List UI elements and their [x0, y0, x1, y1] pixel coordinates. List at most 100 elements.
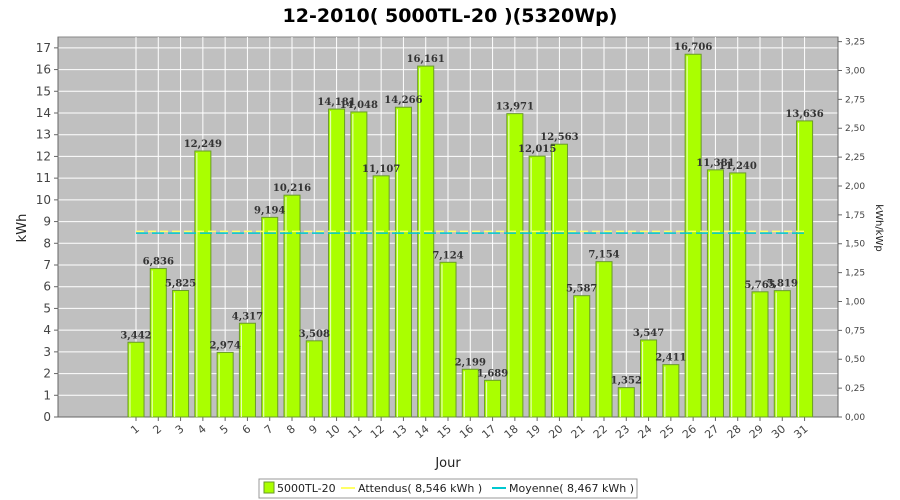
y-tick-label: 10 — [36, 193, 51, 207]
x-tick-label: 30 — [769, 422, 788, 441]
data-label: 12,015 — [518, 144, 556, 155]
x-axis: 1 2 3 4 5 6 7 8 9 10 11 12 13 14 15 16 17 18 19 20 21 22 23 24 2… — [58, 416, 838, 441]
data-label: 3,508 — [299, 329, 330, 340]
bar — [640, 339, 658, 418]
y2-tick-label: 3,25 — [845, 38, 865, 48]
legend-label-moyenne: Moyenne( 8,467 kWh ) — [509, 482, 634, 495]
x-tick-label: 19 — [524, 422, 543, 441]
data-label: 16,706 — [674, 42, 712, 53]
bar — [439, 261, 457, 418]
bar — [305, 340, 323, 418]
data-label: 9,194 — [254, 205, 285, 216]
data-label: 1,689 — [477, 368, 508, 379]
y-tick-label: 5 — [43, 301, 51, 315]
y-tick-label: 8 — [43, 236, 51, 250]
x-tick-label: 5 — [217, 422, 231, 436]
bar — [417, 65, 435, 418]
bar — [194, 150, 212, 418]
legend-swatch-bar — [263, 481, 275, 494]
data-label: 5,825 — [165, 279, 196, 290]
y-tick-label: 1 — [43, 388, 51, 402]
x-tick-label: 23 — [613, 422, 632, 441]
y-tick-label: 12 — [36, 149, 51, 163]
y2-tick-label: 2,25 — [845, 153, 865, 163]
x-tick-label: 9 — [306, 422, 320, 436]
bar — [573, 295, 591, 418]
x-tick-label: 14 — [413, 422, 432, 441]
data-label: 13,971 — [496, 102, 534, 113]
y-axis-label: kWh — [15, 214, 30, 243]
y-tick-label: 17 — [36, 41, 51, 55]
data-label: 3,547 — [633, 328, 664, 339]
legend-box — [258, 478, 638, 499]
data-label: 14,266 — [384, 95, 422, 106]
y2-tick-label: 2,75 — [845, 95, 865, 105]
x-tick-label: 4 — [195, 422, 209, 436]
x-tick-label: 2 — [150, 422, 164, 436]
x-tick-label: 18 — [502, 422, 521, 441]
y-tick-label: 16 — [36, 63, 51, 77]
x-tick-label: 13 — [390, 422, 409, 441]
data-label: 11,107 — [362, 164, 400, 175]
y2-axis-label: kWh/kWp — [873, 204, 884, 251]
x-tick-label: 15 — [435, 422, 454, 441]
data-label: 14,048 — [340, 100, 378, 111]
y2-axis: 0,00 0,25 0,50 0,75 1,00 1,25 1,50 1,75 2,00 2,25… — [837, 37, 865, 423]
bar — [729, 172, 747, 418]
data-label: 5,587 — [566, 284, 597, 295]
y2-tick-label: 3,00 — [845, 66, 865, 76]
bar — [528, 155, 546, 418]
y2-tick-label: 0,00 — [845, 413, 865, 423]
x-tick-label: 25 — [658, 422, 677, 441]
x-axis-label: Jour — [434, 456, 461, 471]
data-label: 13,636 — [785, 109, 823, 120]
x-tick-label: 29 — [747, 422, 766, 441]
data-label: 10,216 — [273, 183, 311, 194]
y-tick-label: 4 — [43, 323, 51, 337]
bar — [484, 379, 502, 418]
data-label: 6,836 — [143, 257, 174, 268]
y2-tick-label: 1,00 — [845, 297, 865, 307]
bar — [684, 53, 702, 418]
bar — [796, 120, 814, 418]
x-tick-label: 17 — [479, 422, 498, 441]
x-tick-label: 27 — [702, 422, 721, 441]
data-label: 4,317 — [232, 311, 263, 322]
y2-tick-label: 0,25 — [845, 384, 865, 394]
y2-tick-label: 1,75 — [845, 211, 865, 221]
data-label: 2,411 — [655, 353, 686, 364]
y2-tick-label: 0,50 — [845, 355, 865, 365]
bar — [550, 143, 568, 418]
bar — [617, 387, 635, 418]
y-tick-label: 15 — [36, 84, 51, 98]
bar — [328, 108, 346, 418]
data-label: 2,199 — [455, 357, 486, 368]
x-tick-label: 24 — [635, 422, 654, 441]
x-tick-label: 31 — [791, 422, 810, 441]
bar — [283, 194, 301, 418]
data-label: 3,442 — [120, 330, 151, 341]
data-label: 7,154 — [588, 250, 619, 261]
data-label: 5,765 — [744, 280, 775, 291]
x-tick-label: 28 — [725, 422, 744, 441]
bar — [216, 351, 234, 418]
data-label: 7,124 — [432, 250, 463, 261]
x-tick-label: 10 — [323, 422, 342, 441]
bar — [595, 261, 613, 418]
bar — [149, 268, 167, 418]
bar — [172, 290, 190, 418]
y-tick-label: 14 — [36, 106, 51, 120]
x-tick-label: 16 — [457, 422, 476, 441]
data-label: 16,161 — [407, 54, 445, 65]
x-tick-label: 6 — [240, 422, 254, 436]
legend: 5000TL-20 Attendus( 8,546 kWh ) Moyenne(… — [258, 478, 638, 499]
bar — [238, 322, 256, 418]
data-label: 12,563 — [540, 132, 578, 143]
y-tick-label: 3 — [43, 345, 51, 359]
data-label: 1,352 — [611, 376, 642, 387]
reference-lines — [136, 230, 805, 234]
bar — [773, 290, 791, 418]
x-tick-label: 21 — [569, 422, 588, 441]
